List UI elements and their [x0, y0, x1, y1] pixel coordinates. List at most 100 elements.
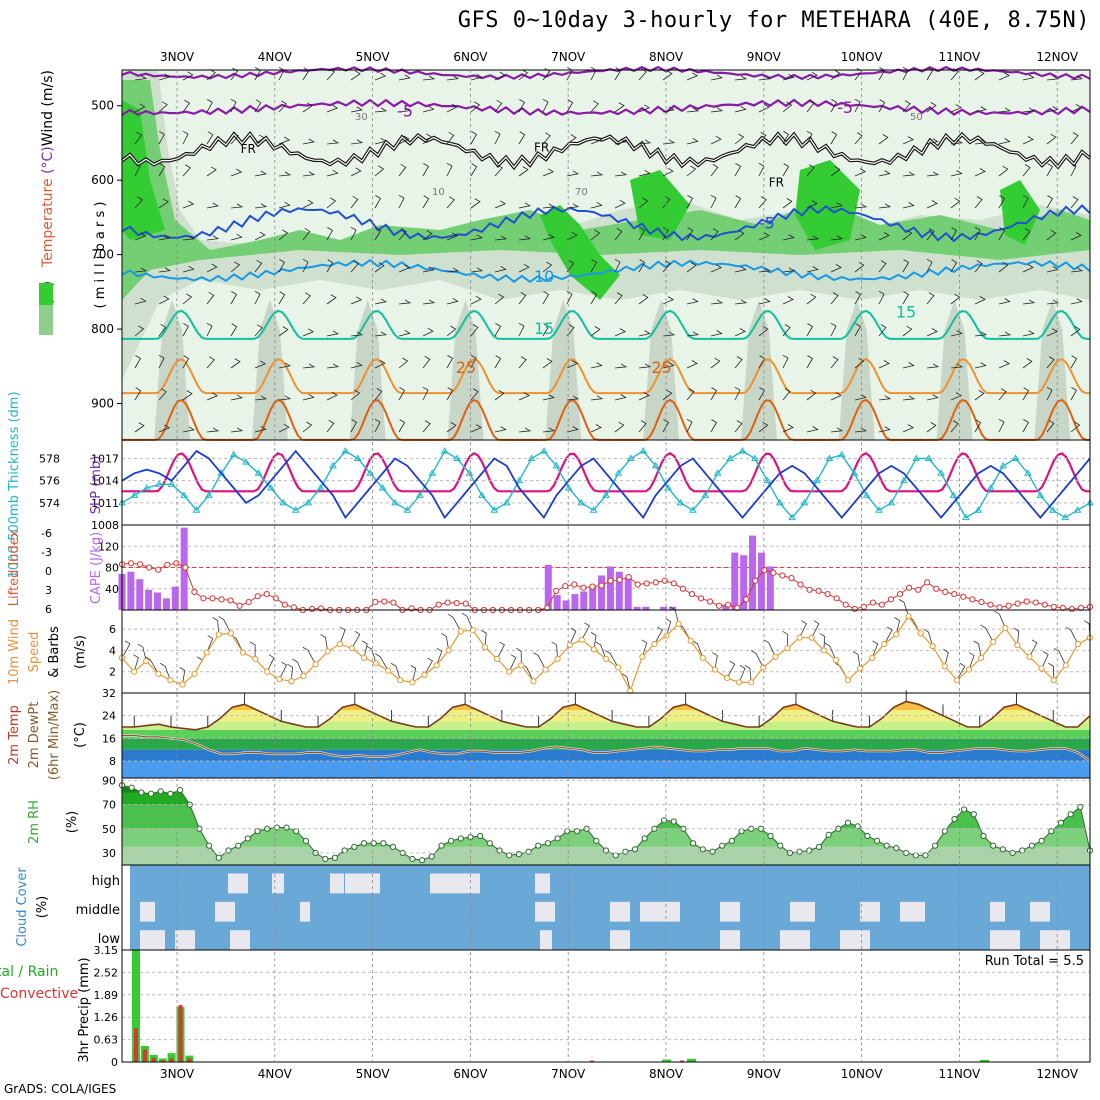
cloud-block — [300, 901, 310, 922]
bottom-date-label: 12NOV — [1036, 1067, 1078, 1081]
wind-barb — [494, 164, 503, 177]
wind-barb-10m — [133, 654, 139, 672]
thickness-series-point — [751, 454, 759, 461]
thickness-series-point — [639, 447, 648, 454]
wind-barb — [878, 203, 892, 209]
wind-barb — [806, 389, 817, 401]
wind-barb — [518, 322, 525, 337]
wind-barb — [974, 196, 983, 209]
wind-barb — [206, 291, 215, 305]
thickness-series-point — [614, 469, 623, 476]
cloud-block — [140, 901, 155, 922]
wind-barb — [326, 420, 335, 433]
wind-barb — [470, 234, 483, 241]
wind-barb — [710, 164, 719, 177]
wind-barb — [446, 196, 455, 209]
cape-bar — [642, 606, 650, 610]
wind-barb — [830, 69, 841, 81]
wind-speed-series-point — [336, 640, 343, 648]
rh-tick-label: 50 — [102, 823, 116, 836]
lifted-index-series-point — [236, 602, 243, 609]
cloud-axis-label: (%) — [35, 896, 50, 919]
cloud-block — [430, 873, 480, 894]
lifted-index-series-point — [706, 598, 714, 605]
thickness-series-point — [999, 461, 1008, 469]
bottom-date-label: 3NOV — [160, 1067, 195, 1081]
thickness-series-point — [192, 506, 201, 513]
rh-band — [122, 804, 1090, 829]
thickness-series-point — [577, 498, 586, 506]
lifted-index-series-point — [616, 576, 623, 583]
wind-barb — [350, 331, 364, 337]
lifted-index-series-point — [634, 581, 641, 588]
wind-speed-series-point — [857, 665, 864, 672]
wind-barb-10m — [692, 640, 704, 659]
lifted-index-series-point — [951, 590, 958, 598]
wind-barb — [758, 232, 770, 241]
wind-barb — [566, 426, 579, 433]
wind-barb — [854, 98, 861, 113]
lifted-index-series-point — [725, 601, 732, 608]
page-title: GFS 0~10day 3-hourly for METEHARA (40E, … — [457, 8, 1090, 33]
wind-barb — [758, 387, 766, 401]
wind-speed-series-point — [1014, 642, 1021, 649]
wind-barb — [566, 360, 578, 369]
wind-speed-series-point — [191, 670, 198, 677]
wind-barb — [614, 394, 627, 401]
wind-barb-10m — [374, 653, 389, 671]
wind-barb — [998, 195, 1006, 209]
wind-barb — [254, 134, 265, 145]
rh-2m-series-point — [719, 842, 726, 849]
wind-barb — [302, 67, 310, 81]
wind-barb — [902, 325, 913, 337]
lifted-index-series-point — [372, 598, 379, 606]
wind-speed-series-point — [881, 640, 888, 648]
wind-barb — [782, 198, 793, 209]
lifted-index-series-point — [625, 573, 632, 581]
wind-barb — [254, 203, 268, 209]
isotherm-label: -5 — [837, 98, 853, 117]
wind-barb — [494, 130, 501, 145]
wind-barb — [974, 139, 988, 145]
thickness-series-point — [142, 484, 151, 491]
wind-barb — [494, 323, 502, 337]
lifted-index-series-point — [905, 584, 913, 591]
top-date-label: 11NOV — [939, 50, 981, 64]
lifted-index-series-point — [869, 599, 876, 606]
thickness-series-point — [974, 506, 983, 513]
wind-barb — [590, 229, 601, 241]
wind-barb — [1022, 387, 1030, 401]
wind-barb — [374, 227, 382, 241]
temp-band — [122, 721, 1090, 730]
precip-convective-bar — [142, 1049, 147, 1062]
cloud-level-label: high — [92, 874, 120, 889]
wind-barb — [878, 99, 886, 113]
wind-barb — [374, 359, 386, 369]
lifted-index-series-point — [1023, 598, 1030, 605]
wind-barb-10m — [898, 599, 909, 617]
wind-tick-label: 6 — [109, 623, 116, 636]
wind-barb-10m — [287, 663, 293, 682]
lifted-index-series-point — [770, 569, 777, 576]
wind-barb — [398, 264, 411, 273]
wind-barb — [302, 363, 316, 369]
lifted-index-series-point — [715, 602, 723, 609]
lifted-index-series-point — [146, 564, 153, 571]
lifted-index-series-point — [209, 595, 216, 602]
wind-speed-series-point — [651, 640, 658, 648]
wind-barb — [518, 392, 530, 401]
wind-barb — [806, 323, 814, 337]
wind-barb-10m — [1029, 639, 1038, 658]
wind-barb — [1022, 107, 1036, 113]
lifted-index-series-point — [1014, 600, 1021, 607]
thickness-series-point — [502, 498, 511, 506]
wind-barb — [590, 291, 598, 305]
wind-barb — [1046, 328, 1058, 337]
rh-band-wet — [122, 100, 165, 240]
rh-2m-series-point — [999, 846, 1006, 853]
top-date-label: 10NOV — [841, 50, 883, 64]
lifted-index-series-point — [960, 593, 967, 600]
thickness-series-point — [862, 491, 871, 498]
rh-2m-series-point — [893, 844, 900, 852]
cloud-block — [215, 901, 235, 922]
